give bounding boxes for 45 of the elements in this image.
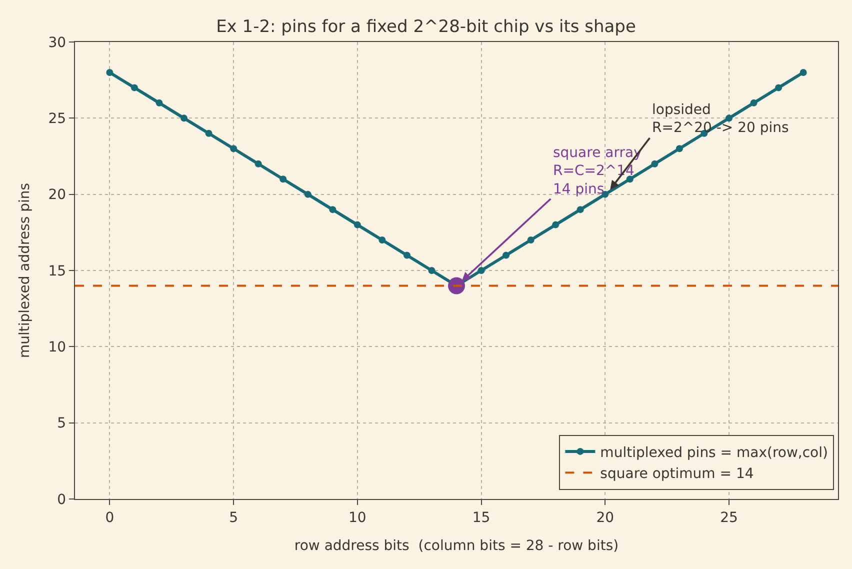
point	[130, 84, 138, 92]
y-tick-label: 15	[48, 263, 66, 280]
x-tick-label: 5	[229, 510, 238, 526]
annotation: lopsided R=2^20 -> 20 pins	[652, 102, 789, 136]
point	[676, 145, 683, 152]
point	[205, 130, 212, 137]
x-tick-label: 20	[596, 510, 614, 526]
point	[726, 114, 732, 122]
y-tick-label: 30	[48, 34, 66, 51]
legend-label: square optimum = 14	[600, 466, 754, 482]
point	[280, 176, 287, 183]
y-tick-label: 20	[48, 187, 66, 204]
point	[502, 252, 510, 259]
y-tick-label: 10	[48, 340, 66, 356]
point	[156, 99, 163, 106]
point	[750, 99, 758, 106]
point	[800, 68, 807, 76]
point	[576, 206, 584, 214]
x-tick-label: 0	[105, 510, 114, 526]
point	[527, 236, 534, 244]
point	[651, 160, 658, 168]
point	[354, 221, 361, 228]
point	[478, 267, 485, 274]
y-tick-label: 5	[57, 416, 66, 432]
y-axis-title: multiplexed address pins	[16, 182, 33, 358]
point	[230, 145, 238, 152]
x-tick-label: 10	[348, 510, 366, 526]
point	[775, 84, 782, 92]
point	[428, 267, 436, 274]
point	[448, 277, 465, 294]
y-tick-label: 0	[57, 492, 66, 508]
point	[254, 160, 262, 168]
legend-label: multiplexed pins = max(row,col)	[600, 444, 828, 461]
point	[180, 114, 188, 122]
point	[552, 221, 560, 228]
x-tick-label: 15	[472, 510, 490, 526]
x-tick-label: 25	[720, 510, 738, 526]
point	[329, 206, 336, 214]
point	[378, 236, 386, 244]
chart-title: Ex 1-2: pins for a fixed 2^28-bit chip vs its shape	[216, 16, 636, 37]
y-tick-label: 25	[48, 111, 66, 128]
point	[106, 68, 114, 76]
point	[304, 190, 312, 198]
point	[403, 252, 410, 259]
x-axis-title: row address bits (column bits = 28 - row bits)	[294, 538, 619, 554]
